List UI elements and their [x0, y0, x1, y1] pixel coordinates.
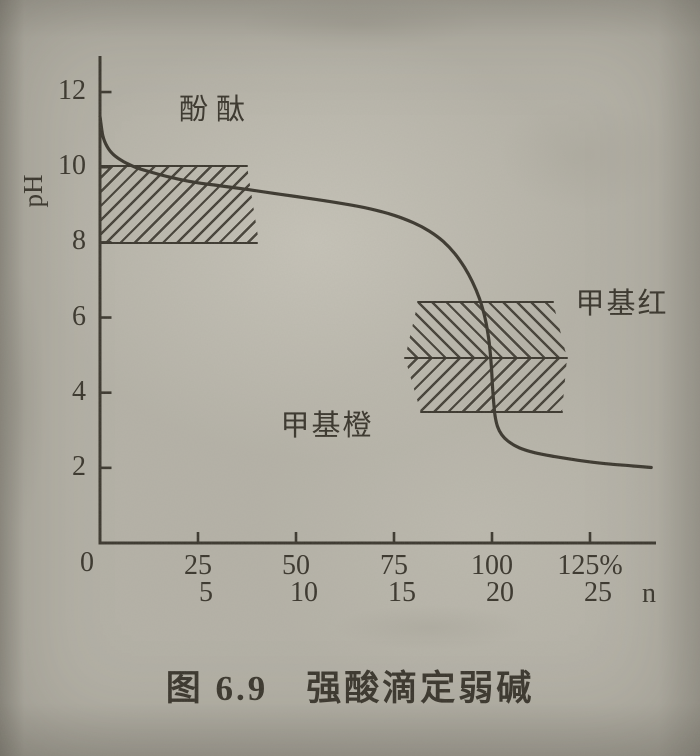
y-tick-label: 6	[72, 300, 86, 332]
origin-label: 0	[80, 547, 94, 578]
x-axis-title-n: n	[642, 578, 656, 609]
x-tick-label-n: 15	[388, 577, 416, 608]
phenolphthalein-label: 酚酞	[178, 94, 253, 126]
x-tick-label-n: 25	[584, 577, 612, 608]
methyl-orange-label: 甲基橙	[280, 410, 374, 442]
x-tick-label-n: 20	[486, 577, 514, 608]
x-tick-label-percent: 25	[184, 550, 212, 581]
figure-caption: 图 6.9 强酸滴定弱碱	[165, 669, 535, 708]
x-tick-label-n: 10	[290, 577, 318, 608]
y-tick-label: 4	[72, 375, 86, 407]
y-tick-label: 12	[58, 75, 86, 107]
x-tick-label-n: 5	[199, 577, 213, 608]
methyl-red-label: 甲基红	[575, 288, 669, 320]
axis-ticks	[100, 90, 592, 543]
y-axis-title: pH	[18, 174, 48, 208]
y-tick-label: 8	[72, 225, 86, 257]
y-tick-label: 2	[72, 450, 86, 482]
